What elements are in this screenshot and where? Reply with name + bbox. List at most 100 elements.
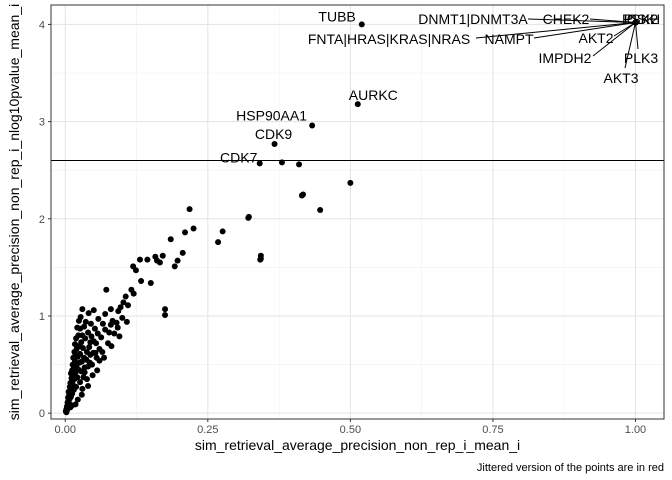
point-label: AKT3 (603, 70, 638, 86)
x-tick-label: 0.75 (482, 424, 503, 436)
data-point (102, 326, 109, 333)
data-point (171, 263, 178, 270)
data-point (102, 311, 109, 318)
data-point (130, 263, 137, 270)
data-point (87, 339, 94, 346)
data-point (99, 320, 106, 327)
data-point (67, 404, 74, 411)
data-point (278, 159, 285, 166)
data-point (68, 375, 75, 382)
data-point (123, 318, 130, 325)
data-point (119, 314, 126, 321)
chart-caption: Jittered version of the points are in re… (477, 462, 664, 474)
data-point (65, 388, 72, 395)
data-point (94, 330, 101, 337)
data-point (81, 364, 88, 371)
point-label: CHEK2 (543, 11, 590, 27)
point-label: TUBB (318, 8, 355, 24)
data-point (245, 214, 252, 221)
point-label: CSK (627, 11, 656, 27)
data-point (86, 344, 93, 351)
point-label: AKT2 (578, 30, 613, 46)
data-point (73, 335, 80, 342)
point-label: FNTA|HRAS|KRAS|NRAS (308, 31, 470, 47)
data-point (298, 192, 305, 199)
data-point (85, 382, 92, 389)
data-point (122, 293, 129, 300)
point-label: PSKH (622, 11, 660, 27)
point-label: PLK3 (624, 50, 658, 66)
data-point (174, 257, 181, 264)
data-point (296, 161, 303, 168)
data-point (96, 346, 103, 353)
label-connector-lines (475, 18, 639, 69)
x-tick-label: 0.50 (340, 424, 361, 436)
data-point (66, 383, 73, 390)
y-tick-label: 2 (39, 214, 45, 226)
data-point (136, 256, 143, 263)
data-point (101, 354, 108, 361)
data-point (65, 394, 72, 401)
data-point (182, 229, 189, 236)
data-point (257, 255, 264, 262)
x-tick-label: 1.00 (625, 424, 646, 436)
data-point (95, 315, 102, 322)
data-point (91, 325, 98, 332)
data-point (115, 308, 122, 315)
labeled-data-point (271, 140, 278, 147)
data-point (190, 225, 197, 232)
data-point (167, 236, 174, 243)
data-point (96, 357, 103, 364)
point-label: CDK7 (220, 149, 258, 165)
data-point (108, 343, 115, 350)
data-point (71, 348, 78, 355)
x-tick-label: 0.25 (197, 424, 218, 436)
data-point (87, 351, 94, 358)
data-point (67, 370, 74, 377)
labeled-data-point (354, 101, 361, 108)
point-label: HSP90AA1 (236, 108, 307, 124)
data-point (162, 306, 169, 313)
data-point (87, 320, 94, 327)
data-point (74, 396, 81, 403)
point-labels: TUBB AURKC HSP90AA1 CDK9 CDK7 DNMT1|DNMT3A CHE… (220, 8, 660, 165)
label-connector (634, 22, 639, 50)
data-point (74, 324, 81, 331)
data-point (130, 290, 137, 297)
data-point (147, 279, 154, 286)
x-tick-label: 0.00 (55, 424, 76, 436)
data-point (69, 361, 76, 368)
data-point (138, 278, 145, 284)
data-point (83, 376, 90, 383)
grid-lines (51, 5, 664, 419)
data-point (179, 249, 186, 256)
data-point (152, 253, 159, 260)
data-point (107, 321, 114, 328)
point-label: DNMT1|DNMT3A (418, 11, 528, 27)
data-point (114, 324, 121, 331)
x-axis-title: sim_retrieval_average_precision_non_rep_… (195, 437, 520, 453)
data-point (159, 252, 166, 259)
y-tick-label: 1 (39, 311, 45, 323)
data-point (88, 333, 95, 340)
labeled-data-point (358, 21, 365, 28)
data-point (62, 408, 69, 415)
data-point (107, 306, 114, 313)
label-connector (527, 18, 636, 23)
y-tick-label: 3 (39, 117, 45, 129)
data-point (162, 312, 169, 319)
data-point (103, 286, 110, 293)
data-point (85, 310, 92, 317)
data-point (215, 239, 222, 246)
panel-border (50, 4, 665, 420)
label-connector (592, 22, 636, 57)
label-connector (624, 22, 636, 69)
data-point (71, 341, 78, 348)
data-point (89, 372, 96, 379)
data-point (77, 379, 84, 386)
data-point (78, 391, 85, 398)
data-point (124, 302, 131, 309)
data-point (186, 206, 193, 213)
